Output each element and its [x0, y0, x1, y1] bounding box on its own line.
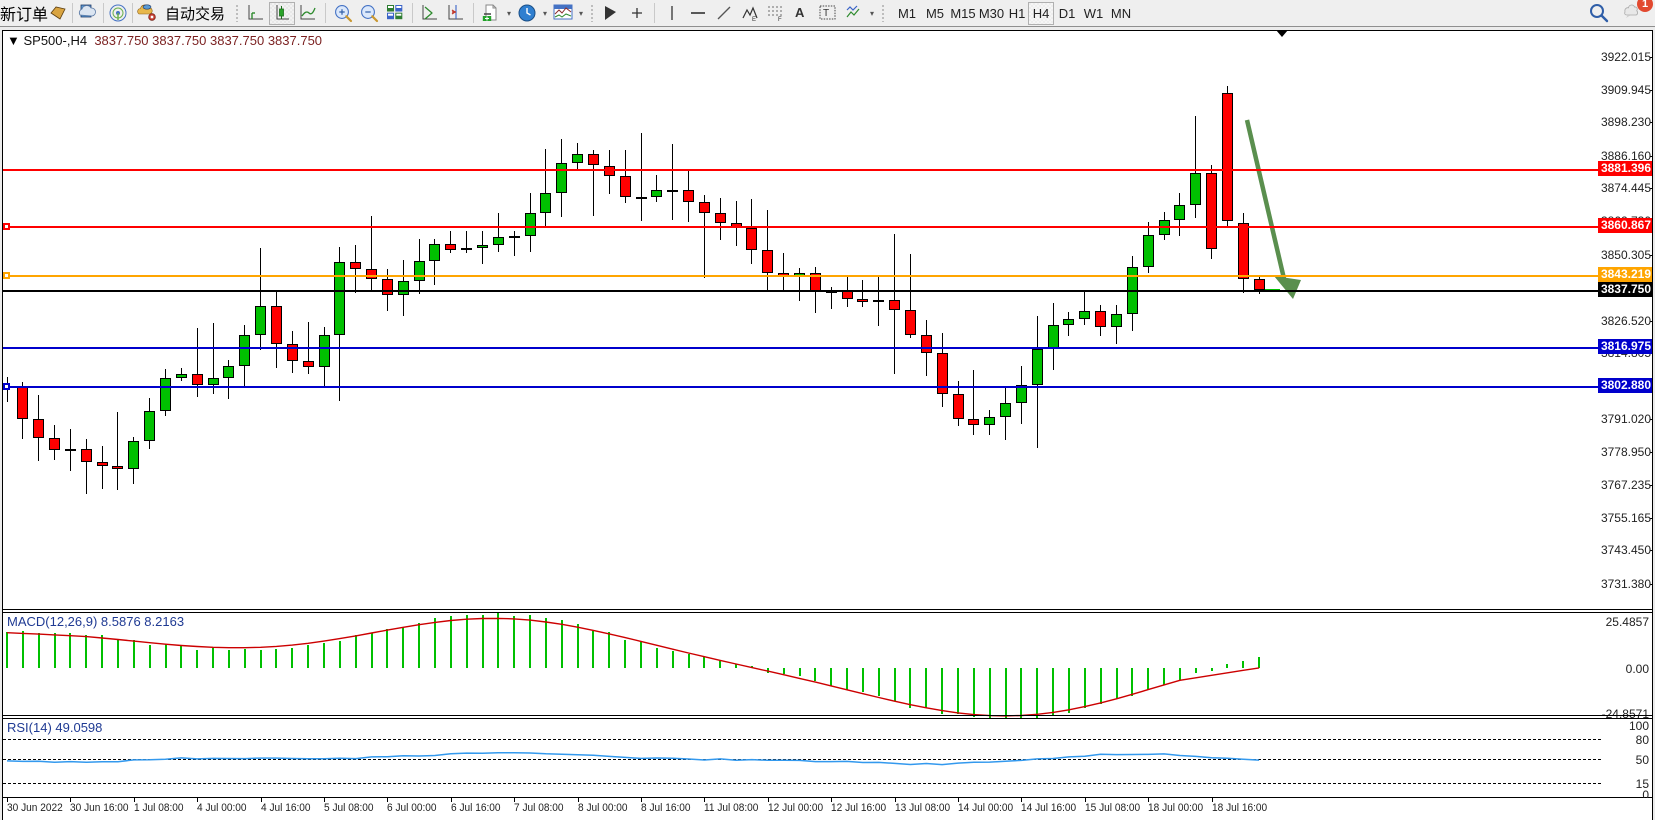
- svg-text:A: A: [795, 5, 805, 20]
- svg-text:E: E: [752, 17, 756, 22]
- svg-text:T: T: [823, 8, 829, 19]
- svg-text:F: F: [778, 17, 782, 22]
